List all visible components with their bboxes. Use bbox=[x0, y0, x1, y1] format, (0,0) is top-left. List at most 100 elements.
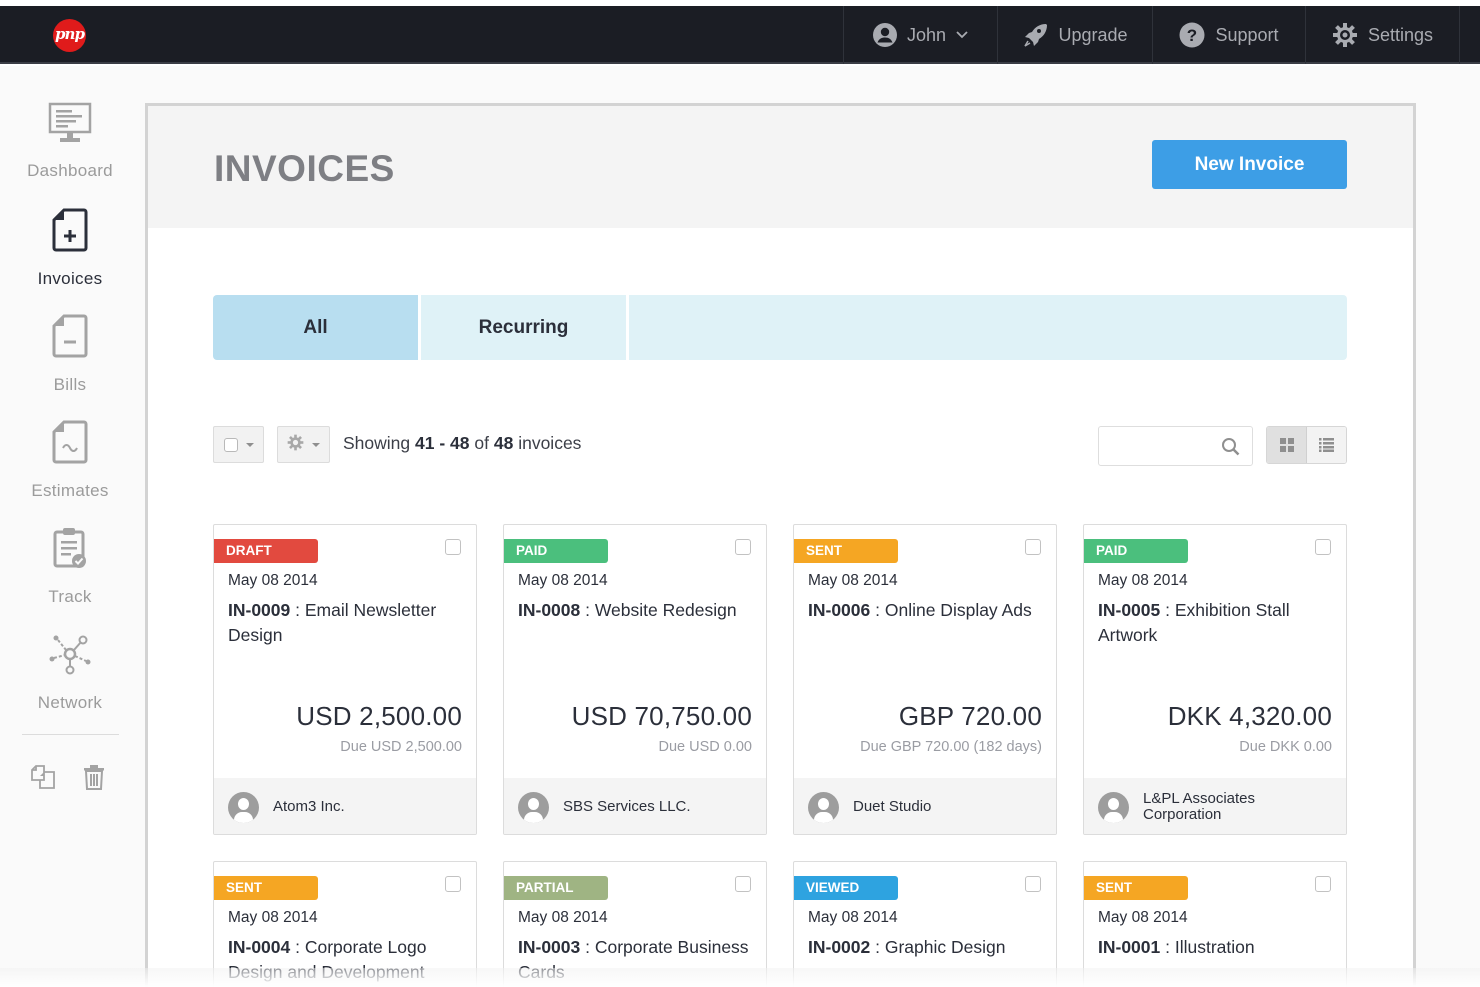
sidebar-item-invoices[interactable]: Invoices bbox=[0, 208, 140, 289]
svg-text:?: ? bbox=[1187, 26, 1197, 45]
upgrade-label: Upgrade bbox=[1058, 24, 1128, 45]
status-badge: PAID bbox=[504, 539, 608, 563]
tab-recurring[interactable]: Recurring bbox=[421, 295, 626, 360]
gear-icon bbox=[287, 434, 304, 456]
invoice-number: IN-0008 bbox=[518, 600, 581, 620]
sidebar-item-bills[interactable]: Bills bbox=[0, 314, 140, 395]
list-view-button[interactable] bbox=[1307, 427, 1346, 463]
support-label: Support bbox=[1215, 24, 1279, 45]
rocket-icon bbox=[1022, 22, 1048, 48]
tab-all[interactable]: All bbox=[213, 295, 418, 360]
settings-link[interactable]: Settings bbox=[1305, 6, 1460, 64]
bottom-fade bbox=[0, 968, 1480, 987]
status-badge: SENT bbox=[214, 876, 318, 900]
support-link[interactable]: ? Support bbox=[1152, 6, 1305, 64]
user-name: John bbox=[906, 24, 947, 45]
invoice-card[interactable]: DRAFT May 08 2014 IN-0009 : Email Newsle… bbox=[213, 524, 477, 835]
invoice-card[interactable]: PAID May 08 2014 IN-0005 : Exhibition St… bbox=[1083, 524, 1347, 835]
invoice-title: IN-0008 : Website Redesign bbox=[518, 600, 737, 620]
sidebar-item-network[interactable]: Network bbox=[0, 632, 140, 713]
invoice-number: IN-0009 bbox=[228, 600, 291, 620]
card-checkbox[interactable] bbox=[445, 539, 461, 555]
card-checkbox[interactable] bbox=[445, 876, 461, 892]
invoice-number: IN-0004 bbox=[228, 937, 291, 957]
sidebar-item-dashboard[interactable]: Dashboard bbox=[0, 102, 140, 181]
bulk-actions-dropdown[interactable] bbox=[277, 426, 330, 463]
status-badge: PAID bbox=[1084, 539, 1188, 563]
copy-icon[interactable] bbox=[30, 764, 56, 795]
card-checkbox[interactable] bbox=[1025, 876, 1041, 892]
settings-label: Settings bbox=[1367, 24, 1434, 45]
sidebar: Dashboard Invoices Bills Estimates Track… bbox=[0, 66, 140, 987]
card-client[interactable]: Atom3 Inc. bbox=[214, 778, 476, 834]
card-client[interactable]: L&PL Associates Corporation bbox=[1084, 778, 1346, 834]
card-client[interactable]: SBS Services LLC. bbox=[504, 778, 766, 834]
invoice-title: IN-0005 : Exhibition Stall Artwork bbox=[1098, 600, 1290, 645]
monitor-icon bbox=[0, 102, 140, 149]
app-logo[interactable]: pnp bbox=[53, 19, 86, 52]
sidebar-item-estimates[interactable]: Estimates bbox=[0, 420, 140, 501]
showing-total: 48 bbox=[493, 433, 514, 453]
new-invoice-button[interactable]: New Invoice bbox=[1152, 140, 1347, 189]
card-checkbox[interactable] bbox=[735, 539, 751, 555]
invoice-due: Due GBP 720.00 (182 days) bbox=[860, 739, 1042, 755]
invoice-amount: USD 70,750.00 bbox=[571, 701, 752, 731]
invoice-amount: USD 2,500.00 bbox=[296, 701, 462, 731]
grid-view-button[interactable] bbox=[1267, 427, 1307, 463]
client-name: SBS Services LLC. bbox=[563, 798, 691, 815]
sidebar-label: Estimates bbox=[31, 481, 109, 500]
invoice-title: IN-0006 : Online Display Ads bbox=[808, 600, 1032, 620]
card-client[interactable]: Duet Studio bbox=[794, 778, 1056, 834]
invoice-card[interactable]: PARTIAL May 08 2014 IN-0003 : Corporate … bbox=[503, 861, 767, 987]
list-toolbar: Showing 41 - 48 of 48 invoices bbox=[213, 426, 1347, 466]
invoice-due: Due USD 2,500.00 bbox=[340, 739, 462, 755]
card-checkbox[interactable] bbox=[735, 876, 751, 892]
invoice-name: Email Newsletter Design bbox=[228, 600, 437, 645]
panel-header: INVOICES New Invoice bbox=[148, 106, 1413, 228]
select-all-dropdown[interactable] bbox=[213, 426, 264, 463]
search-input[interactable] bbox=[1099, 427, 1209, 465]
search-icon[interactable] bbox=[1221, 437, 1240, 461]
caret-down-icon bbox=[312, 442, 320, 447]
user-menu[interactable]: John bbox=[843, 6, 997, 64]
chevron-down-icon bbox=[956, 31, 968, 39]
invoice-card[interactable]: PAID May 08 2014 IN-0008 : Website Redes… bbox=[503, 524, 767, 835]
invoice-number: IN-0005 bbox=[1098, 600, 1161, 620]
invoice-date: May 08 2014 bbox=[228, 572, 318, 589]
card-checkbox[interactable] bbox=[1025, 539, 1041, 555]
invoice-card[interactable]: VIEWED May 08 2014 IN-0002 : Graphic Des… bbox=[793, 861, 1057, 987]
invoice-due: Due USD 0.00 bbox=[658, 739, 753, 755]
invoice-tabs: All Recurring bbox=[213, 295, 1347, 360]
gear-icon bbox=[1332, 22, 1358, 48]
invoice-name: Graphic Design bbox=[884, 937, 1006, 957]
trash-icon[interactable] bbox=[82, 764, 106, 795]
status-badge: SENT bbox=[794, 539, 898, 563]
avatar-icon bbox=[808, 791, 839, 823]
avatar-icon bbox=[518, 791, 549, 823]
select-all-checkbox[interactable] bbox=[223, 437, 238, 452]
invoice-card[interactable]: SENT May 08 2014 IN-0006 : Online Displa… bbox=[793, 524, 1057, 835]
sidebar-divider bbox=[22, 734, 119, 735]
main-area: INVOICES New Invoice All Recurring Showi… bbox=[140, 66, 1480, 987]
showing-suffix: invoices bbox=[518, 433, 582, 453]
invoice-date: May 08 2014 bbox=[518, 572, 608, 589]
showing-prefix: Showing bbox=[343, 433, 411, 453]
card-checkbox[interactable] bbox=[1315, 876, 1331, 892]
top-nav: John Upgrade ? Support Settings bbox=[843, 6, 1480, 64]
invoice-card[interactable]: SENT May 08 2014 IN-0001 : Illustration bbox=[1083, 861, 1347, 987]
sidebar-label: Dashboard bbox=[27, 161, 113, 180]
document-minus-icon bbox=[0, 314, 140, 363]
invoice-number: IN-0001 bbox=[1098, 937, 1161, 957]
card-checkbox[interactable] bbox=[1315, 539, 1331, 555]
tabs-filler bbox=[629, 295, 1347, 360]
grid-icon bbox=[1279, 438, 1294, 452]
invoice-name: Illustration bbox=[1174, 937, 1255, 957]
view-toggle bbox=[1266, 426, 1347, 464]
invoice-due: Due DKK 0.00 bbox=[1239, 739, 1332, 755]
sidebar-label: Network bbox=[37, 693, 103, 712]
user-circle-icon bbox=[872, 23, 897, 47]
upgrade-link[interactable]: Upgrade bbox=[997, 6, 1152, 64]
invoice-date: May 08 2014 bbox=[518, 909, 608, 926]
showing-range: 41 - 48 bbox=[415, 433, 470, 453]
sidebar-item-track[interactable]: Track bbox=[0, 526, 140, 607]
